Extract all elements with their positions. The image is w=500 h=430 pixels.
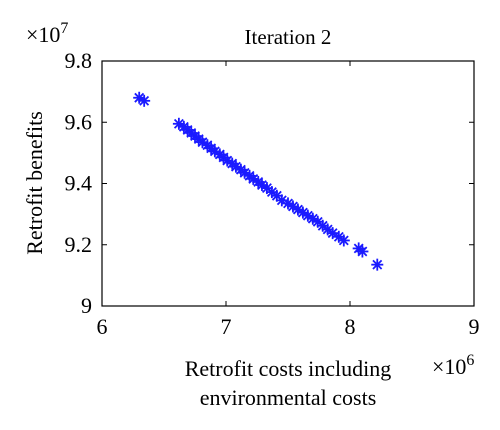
chart-title: Iteration 2 xyxy=(245,25,332,49)
x-axis-multiplier: ×106 xyxy=(432,352,474,379)
y-tick-label: 9.8 xyxy=(65,48,93,73)
data-point xyxy=(286,200,299,213)
x-axis-label-line-1: Retrofit costs including xyxy=(185,356,392,381)
y-tick-label: 9.4 xyxy=(65,171,93,196)
data-point xyxy=(371,258,384,271)
y-axis-multiplier: ×107 xyxy=(26,20,68,47)
x-tick-label: 6 xyxy=(97,314,108,339)
data-point xyxy=(172,117,185,130)
y-tick-label: 9 xyxy=(81,293,92,318)
y-tick-label: 9.2 xyxy=(65,232,93,257)
data-point xyxy=(138,94,151,107)
data-point xyxy=(337,234,350,247)
x-tick-label: 8 xyxy=(345,314,356,339)
data-point xyxy=(356,245,369,258)
plot-area-frame xyxy=(101,60,475,307)
data-points xyxy=(133,91,384,271)
axis-ticks: 6 7 8 9 9 9.2 9.4 9.6 9.8 xyxy=(65,48,480,339)
x-axis-label-line-2: environmental costs xyxy=(200,385,377,410)
x-tick-label: 9 xyxy=(469,314,480,339)
data-point xyxy=(326,227,339,240)
x-tick-label: 7 xyxy=(221,314,232,339)
y-tick-label: 9.6 xyxy=(65,109,93,134)
y-axis-label: Retrofit benefits xyxy=(22,111,47,255)
